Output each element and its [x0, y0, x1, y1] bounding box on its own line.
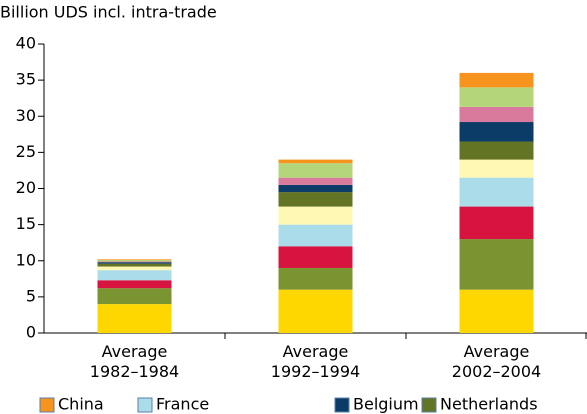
bar-segment	[278, 267, 353, 290]
legend-swatch	[39, 397, 55, 413]
legend-label: Belgium	[353, 395, 419, 414]
y-tick-label: 30	[16, 106, 36, 125]
bar-segment	[459, 141, 534, 160]
bar-segment	[97, 288, 172, 305]
bar-segment	[459, 206, 534, 240]
bar-segment	[459, 72, 534, 88]
bar-segment	[459, 177, 534, 207]
y-tick-label: 0	[26, 323, 36, 342]
y-tick-label: 20	[16, 178, 36, 197]
x-tick-label: Average 1992–1994	[271, 342, 360, 381]
bar-segment	[278, 177, 353, 185]
x-tick-label: Average 1982–1984	[90, 342, 179, 381]
y-tick-label: 25	[16, 142, 36, 161]
bar-segment	[459, 106, 534, 123]
bar-segment	[459, 87, 534, 107]
y-tick-label: 35	[16, 70, 36, 89]
bar-segment	[459, 159, 534, 178]
legend-swatch	[137, 397, 153, 413]
bar-segment	[97, 270, 172, 281]
bar-segment	[97, 280, 172, 289]
bar-segment	[278, 206, 353, 225]
bar-segment	[278, 163, 353, 178]
legend-label: Netherlands	[440, 395, 538, 414]
bar-segment	[97, 263, 172, 267]
bar-segment	[97, 259, 172, 261]
bar-segment	[97, 260, 172, 262]
bar-segment	[278, 289, 353, 333]
bar-segment	[97, 266, 172, 271]
bar-segment	[97, 304, 172, 333]
legend-swatch	[334, 397, 350, 413]
bar-segment	[278, 192, 353, 207]
legend-label: China	[58, 395, 104, 414]
bar-segment	[278, 246, 353, 268]
y-tick-label: 15	[16, 214, 36, 233]
bar-segment	[97, 261, 172, 263]
y-tick-label: 40	[16, 34, 36, 53]
bar-segment	[97, 262, 172, 264]
y-tick-label: 5	[26, 286, 36, 305]
bar-segment	[278, 184, 353, 193]
legend-swatch	[421, 397, 437, 413]
x-tick-label: Average 2002–2004	[452, 342, 541, 381]
bar-segment	[459, 239, 534, 290]
chart-title: Billion UDS incl. intra-trade	[0, 3, 217, 22]
bar-segment	[459, 289, 534, 333]
legend-label: France	[156, 395, 209, 414]
bar-segment	[278, 224, 353, 247]
bar-segment	[278, 159, 353, 164]
bar-segment	[459, 122, 534, 142]
y-tick-label: 10	[16, 250, 36, 269]
